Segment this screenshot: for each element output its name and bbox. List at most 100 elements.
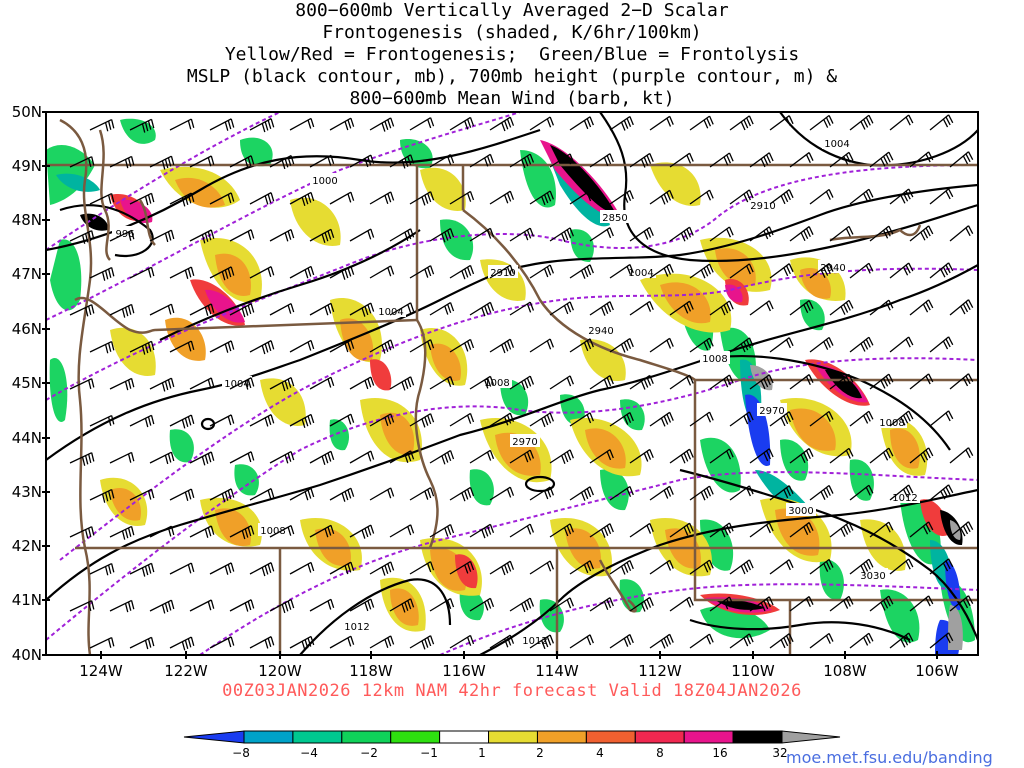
mslp-label: 1004 — [628, 268, 653, 279]
wind-barb — [929, 114, 954, 131]
mslp-label: 1012 — [344, 622, 369, 633]
wind-barb — [189, 525, 215, 538]
wind-barb — [909, 225, 934, 242]
lat-label: 50N — [11, 103, 42, 121]
wind-barb — [629, 596, 654, 612]
wind-barb — [409, 487, 435, 501]
wind-barb — [349, 376, 375, 390]
wind-barb — [589, 523, 614, 538]
wind-barb — [529, 486, 555, 501]
wind-barb — [469, 375, 495, 390]
lon-label: 106W — [915, 662, 959, 680]
wind-barb — [889, 114, 914, 131]
wind-barb — [729, 115, 754, 131]
wind-barb — [749, 226, 774, 242]
wind-barb — [829, 521, 854, 538]
wind-barb — [589, 597, 614, 612]
colorbar-segment — [390, 730, 441, 744]
wind-barb — [789, 300, 814, 316]
wind-barb — [429, 228, 455, 243]
wind-barb — [609, 116, 634, 131]
wind-barb — [749, 522, 774, 538]
colorbar-label: 2 — [536, 746, 544, 760]
wind-barb — [809, 114, 834, 131]
mslp-label: 1008 — [484, 378, 509, 389]
wind-barb — [409, 635, 435, 650]
wind-barb — [69, 230, 95, 244]
wind-barb — [889, 410, 914, 427]
wind-barb — [509, 449, 535, 464]
wind-barb — [409, 191, 435, 206]
wind-barb — [569, 116, 594, 131]
wind-barb — [149, 451, 175, 465]
wind-barb — [169, 118, 195, 131]
wind-barb — [229, 451, 255, 464]
wind-barb — [749, 596, 774, 612]
wind-barb — [309, 598, 335, 612]
wind-barb — [389, 154, 415, 169]
wind-barb — [249, 488, 275, 501]
wind-barb — [449, 190, 475, 205]
colorbar-label: −4 — [300, 746, 318, 760]
lat-label: 45N — [11, 374, 42, 392]
wind-barb — [889, 484, 914, 501]
wind-barb — [609, 412, 634, 427]
wind-barb — [849, 114, 874, 131]
wind-barb — [869, 595, 894, 612]
wind-barb — [169, 266, 195, 280]
wind-barb — [729, 559, 754, 575]
wind-barb — [149, 155, 175, 170]
wind-barb — [549, 449, 574, 465]
height-label: 3030 — [860, 571, 885, 582]
lat-label: 40N — [11, 646, 42, 664]
mslp-label: 1008 — [702, 354, 727, 365]
wind-barb — [549, 523, 574, 538]
wind-barb — [769, 189, 794, 205]
wind-barb — [509, 597, 535, 613]
wind-barb — [329, 487, 355, 502]
wind-barb — [789, 226, 814, 242]
wind-barb — [229, 303, 255, 318]
wind-barb — [289, 561, 315, 575]
wind-barb — [709, 448, 734, 464]
wind-barb — [209, 340, 235, 353]
contour-labels: 1004 1000 996 1004 1004 1008 1008 1008 1… — [112, 136, 920, 647]
lon-label: 112W — [638, 662, 682, 680]
lon-label: 110W — [731, 662, 775, 680]
colorbar-segment — [292, 730, 343, 744]
wind-barb — [189, 599, 215, 612]
wind-barb — [569, 338, 594, 353]
wind-barb — [649, 337, 674, 353]
wind-barb — [209, 562, 235, 575]
wind-barb — [229, 155, 255, 168]
wind-barb — [389, 524, 415, 538]
wind-barb — [949, 299, 974, 316]
mslp-label: 1004 — [378, 307, 403, 318]
wind-barb — [629, 226, 654, 242]
wind-barb — [649, 559, 674, 575]
wind-barb — [449, 412, 475, 427]
wind-barb — [289, 339, 315, 353]
wind-barb — [729, 633, 754, 649]
wind-barb — [129, 414, 155, 428]
wind-barb — [189, 155, 215, 168]
wind-barb — [349, 598, 375, 612]
wind-barb — [469, 523, 495, 539]
wind-barb — [929, 262, 954, 279]
wind-barb — [749, 374, 774, 390]
source-url[interactable]: moe.met.fsu.edu/banding — [786, 748, 993, 767]
mslp-label: 1012 — [892, 493, 917, 504]
wind-barb — [669, 300, 694, 316]
colorbar-segment — [732, 730, 783, 744]
wind-barb — [829, 595, 854, 612]
wind-barb — [889, 558, 914, 575]
wind-barb — [89, 341, 115, 354]
wind-barb — [569, 412, 594, 427]
wind-barb — [649, 485, 674, 501]
wind-barb — [429, 376, 455, 390]
title-line-5: 800−600mb Mean Wind (barb, kt) — [349, 88, 675, 109]
wind-barb — [509, 375, 535, 391]
wind-barb — [269, 598, 295, 614]
wind-barb — [949, 225, 974, 242]
